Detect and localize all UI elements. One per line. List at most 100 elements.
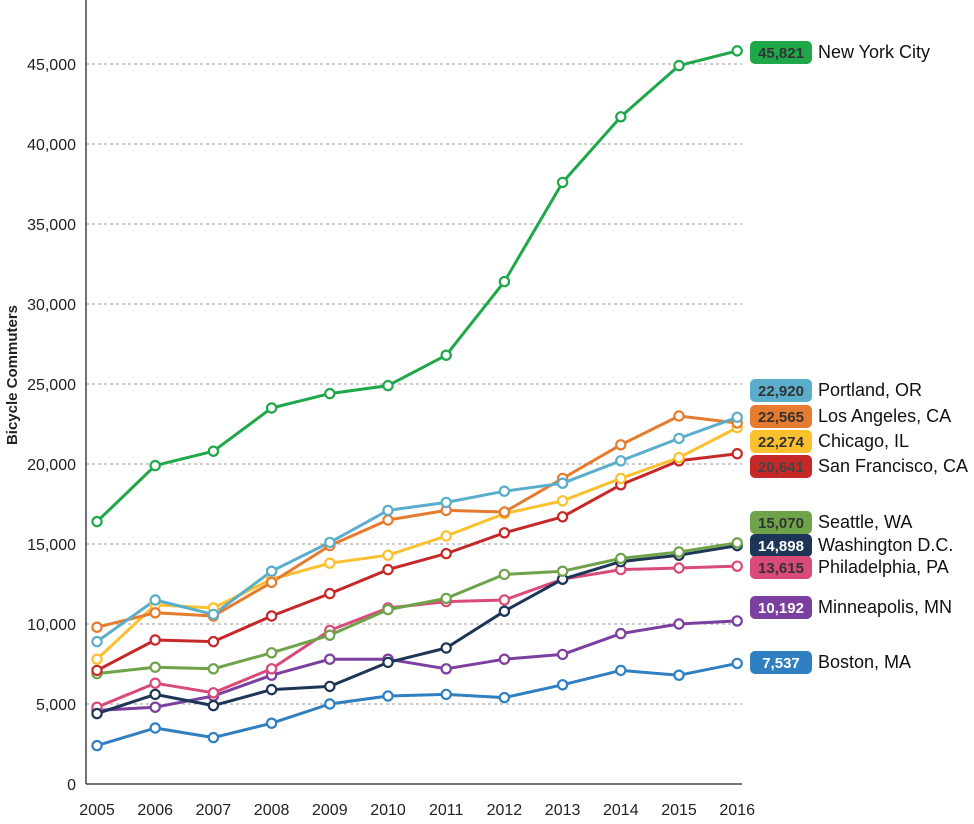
data-point [207, 635, 220, 648]
data-point [265, 565, 278, 577]
x-tick-label: 2012 [487, 802, 523, 819]
data-point [149, 688, 161, 701]
end-label: 7,537 Boston, MA [750, 651, 911, 674]
value-badge-text: 20,641 [758, 459, 804, 476]
y-tick-label: 15,000 [27, 537, 76, 554]
series-line [95, 49, 738, 523]
data-point [91, 664, 103, 677]
series-name: Los Angeles, CA [818, 406, 951, 426]
data-point [498, 568, 511, 581]
data-point [382, 514, 394, 526]
data-point [382, 504, 394, 517]
data-point [324, 587, 336, 600]
data-point [324, 557, 336, 569]
data-point [615, 627, 627, 640]
value-badge-text: 7,537 [762, 655, 800, 672]
x-tick-label: 2008 [254, 802, 290, 819]
data-point [498, 605, 511, 617]
data-point [556, 511, 569, 523]
data-point [731, 45, 743, 57]
data-point [556, 679, 569, 691]
data-point [673, 451, 685, 464]
x-tick-label: 2010 [370, 802, 406, 819]
data-point [731, 448, 743, 460]
series-name: New York City [818, 42, 930, 62]
data-point [498, 485, 511, 497]
data-point [91, 739, 103, 752]
x-tick-label: 2006 [137, 802, 173, 819]
series-line [96, 452, 738, 672]
end-label: 13,615 Philadelphia, PA [750, 556, 949, 579]
end-label: 14,898 Washington D.C. [750, 534, 953, 557]
y-tick-label: 5,000 [36, 697, 76, 714]
value-badge [750, 511, 812, 534]
data-point [324, 653, 336, 665]
data-point [382, 603, 394, 616]
data-point [149, 722, 161, 734]
data-point [615, 664, 627, 677]
data-point [207, 731, 220, 744]
series-name: San Francisco, CA [818, 456, 968, 476]
data-point [673, 59, 685, 72]
data-point [382, 656, 394, 669]
data-point [615, 439, 627, 451]
series-name: Boston, MA [818, 652, 911, 672]
data-point [324, 387, 336, 400]
value-badge-text: 22,920 [758, 383, 804, 400]
data-point [731, 537, 743, 549]
data-point [382, 563, 394, 576]
data-point [498, 275, 511, 288]
data-point [673, 546, 685, 558]
data-point [440, 663, 452, 675]
data-point [382, 690, 394, 702]
y-tick-label: 45,000 [27, 57, 76, 74]
data-point [440, 530, 452, 542]
end-label: 22,565 Los Angeles, CA [750, 405, 951, 428]
data-point [615, 111, 627, 123]
data-point [556, 477, 569, 489]
data-point [265, 610, 278, 622]
series-name: Minneapolis, MN [818, 597, 952, 617]
x-tick-label: 2011 [429, 802, 464, 819]
series-line [96, 414, 738, 629]
data-point [207, 445, 220, 457]
data-point [440, 349, 452, 361]
data-point [440, 592, 452, 605]
data-point [207, 608, 220, 621]
end-label: 10,192 Minneapolis, MN [750, 596, 952, 619]
data-point [498, 527, 511, 539]
data-point [673, 618, 685, 630]
series-line [96, 661, 738, 748]
data-point [265, 683, 278, 696]
value-badge-text: 45,821 [758, 45, 804, 62]
data-point [149, 701, 161, 713]
x-tick-label: 2015 [661, 802, 697, 819]
series-line [96, 541, 738, 676]
series-name: Washington D.C. [818, 535, 953, 555]
data-point [207, 687, 220, 699]
y-tick-label: 0 [67, 777, 76, 794]
data-point [149, 607, 161, 619]
y-tick-label: 35,000 [27, 217, 76, 234]
series-points [91, 45, 743, 752]
data-point [731, 657, 743, 670]
x-tick-label: 2005 [79, 802, 115, 819]
data-point [149, 459, 161, 472]
data-point [498, 691, 511, 704]
data-point [324, 536, 336, 549]
series-line [96, 544, 738, 716]
data-point [91, 707, 103, 720]
end-label: 22,274 Chicago, IL [750, 430, 909, 453]
series-name: Portland, OR [818, 380, 922, 400]
value-badge [750, 379, 812, 402]
value-badge [750, 430, 812, 453]
series-line [96, 564, 738, 709]
series-lines [95, 49, 738, 748]
data-point [207, 663, 220, 675]
end-label: 45,821 New York City [750, 41, 930, 64]
data-point [440, 547, 452, 560]
value-badge-text: 13,615 [758, 560, 804, 577]
data-point [265, 717, 278, 729]
series-name: Seattle, WA [818, 512, 912, 532]
data-point [149, 677, 161, 689]
